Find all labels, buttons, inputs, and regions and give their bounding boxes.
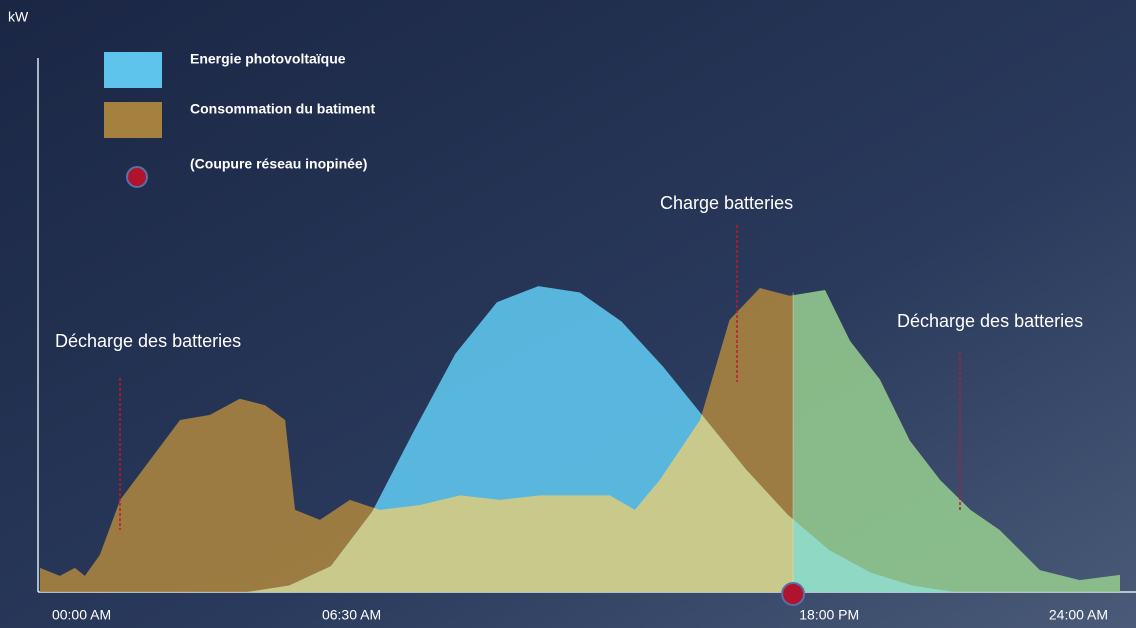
legend-label: (Coupure réseau inopinée)	[190, 156, 367, 172]
legend-label: Energie photovoltaïque	[190, 51, 346, 67]
legend-swatch	[104, 102, 162, 138]
legend-label: Consommation du batiment	[190, 101, 375, 117]
x-tick-label: 18:00 PM	[799, 607, 859, 623]
annotation: Décharge des batteries	[55, 331, 241, 351]
x-tick-label: 24:00 AM	[1049, 607, 1108, 623]
area	[40, 288, 1120, 592]
y-axis-label: kW	[8, 9, 29, 25]
legend-marker	[126, 166, 148, 188]
x-tick-label: 00:00 AM	[52, 607, 111, 623]
annotation: Charge batteries	[660, 193, 793, 213]
x-tick-label: 06:30 AM	[322, 607, 381, 623]
annotation: Décharge des batteries	[897, 311, 1083, 331]
outage-marker	[781, 582, 806, 606]
legend-swatch	[104, 52, 162, 88]
